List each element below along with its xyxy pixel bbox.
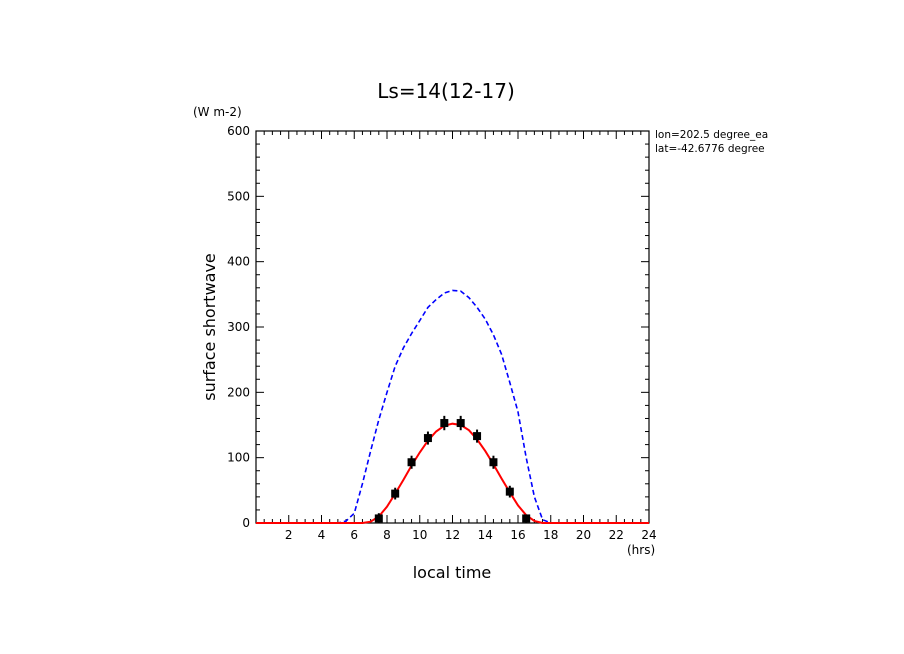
longitude-annotation: lon=202.5 degree_ea xyxy=(655,129,768,141)
y-tick-label: 400 xyxy=(227,255,250,269)
y-tick-label: 600 xyxy=(227,124,250,138)
y-tick-label: 500 xyxy=(227,189,250,203)
data-point-marker xyxy=(489,458,498,467)
x-unit-label: (hrs) xyxy=(627,543,655,557)
data-point-marker xyxy=(423,434,432,443)
series-line-dashed xyxy=(256,289,649,524)
plot-frame xyxy=(255,130,650,524)
x-tick-label: 14 xyxy=(478,528,493,542)
x-tick-label: 24 xyxy=(641,528,656,542)
x-tick-label: 8 xyxy=(383,528,391,542)
latitude-annotation: lat=-42.6776 degree xyxy=(655,143,765,155)
y-tick-label: 300 xyxy=(227,320,250,334)
chart-title: Ls=14(12-17) xyxy=(377,79,515,103)
data-point-marker xyxy=(456,419,465,428)
x-tick-label: 10 xyxy=(412,528,427,542)
data-point-marker xyxy=(440,419,449,428)
data-point-marker xyxy=(473,432,482,441)
x-tick-label: 20 xyxy=(576,528,591,542)
data-point-marker xyxy=(374,514,383,523)
x-tick-label: 12 xyxy=(445,528,460,542)
data-point-marker xyxy=(522,514,531,523)
x-axis-label: local time xyxy=(413,563,492,582)
y-unit-label: (W m-2) xyxy=(193,105,242,119)
data-point-marker xyxy=(391,489,400,498)
x-tick-label: 22 xyxy=(609,528,624,542)
x-tick-label: 6 xyxy=(350,528,358,542)
x-tick-label: 2 xyxy=(285,528,293,542)
y-tick-label: 0 xyxy=(242,516,250,530)
data-point-marker xyxy=(407,458,416,467)
y-axis-label: surface shortwave xyxy=(200,253,219,401)
y-tick-label: 200 xyxy=(227,385,250,399)
data-point-marker xyxy=(505,487,514,496)
x-tick-label: 16 xyxy=(510,528,525,542)
x-tick-label: 4 xyxy=(318,528,326,542)
y-tick-label: 100 xyxy=(227,451,250,465)
series-line-solid xyxy=(256,422,649,524)
x-tick-label: 18 xyxy=(543,528,558,542)
